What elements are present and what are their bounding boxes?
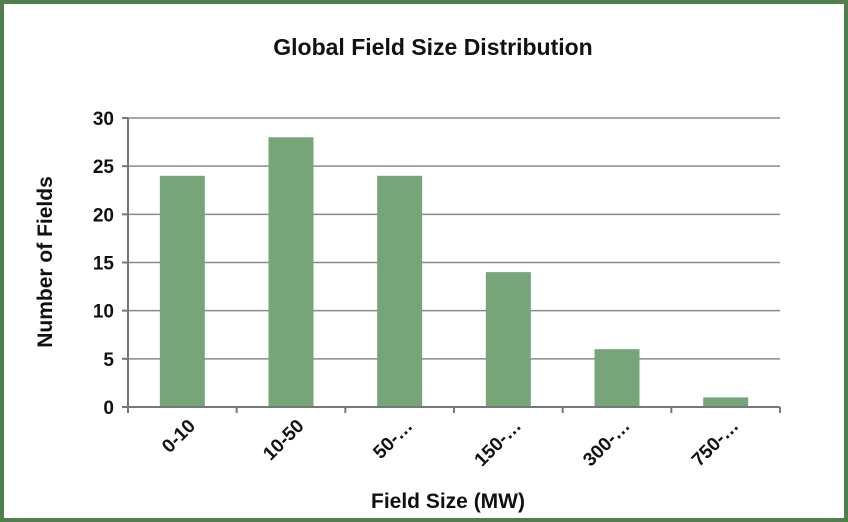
x-tick-label: 300-…: [579, 416, 634, 471]
y-tick-label: 0: [103, 398, 114, 419]
gridlines: [128, 117, 780, 360]
y-tick-label: 10: [93, 302, 114, 323]
y-tick-label: 25: [93, 157, 115, 178]
y-tick-labels: 0 5 10 15 20 25 30: [93, 109, 115, 419]
chart-title: Global Field Size Distribution: [273, 34, 592, 60]
y-tick-label: 30: [93, 109, 114, 130]
bar: [703, 397, 749, 407]
x-tick-label: 750-…: [688, 416, 743, 471]
x-tick-labels: 0-10 10-50 50-… 150-… 300-… 750-…: [158, 416, 743, 471]
bars: [159, 137, 749, 407]
y-tick-label: 15: [93, 254, 115, 275]
x-tick-label: 10-50: [259, 416, 308, 465]
y-tick-label: 20: [93, 205, 114, 226]
x-tick-label: 0-10: [158, 416, 200, 458]
y-tick-label: 5: [103, 350, 114, 371]
bar: [594, 349, 640, 407]
axes: [122, 117, 781, 413]
bar: [159, 175, 205, 407]
x-tick-label: 50-…: [369, 416, 417, 464]
bar: [268, 137, 314, 407]
x-tick-label: 150-…: [471, 416, 526, 471]
x-axis-label: Field Size (MW): [371, 490, 525, 513]
bar: [377, 175, 423, 407]
bar: [485, 272, 531, 407]
y-axis-label: Number of Fields: [34, 176, 57, 348]
